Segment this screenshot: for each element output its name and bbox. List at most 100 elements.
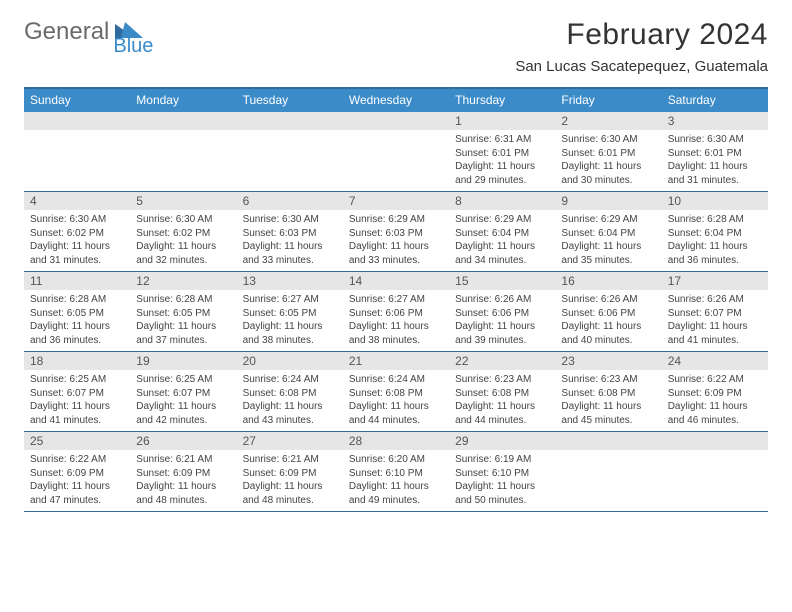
sunrise-line: Sunrise: 6:22 AM — [30, 453, 124, 467]
sunrise-line: Sunrise: 6:26 AM — [455, 293, 549, 307]
dow-cell: Sunday — [24, 89, 130, 112]
daylight-line: Daylight: 11 hours and 30 minutes. — [561, 160, 655, 187]
day-number: 22 — [449, 352, 555, 370]
daylight-line: Daylight: 11 hours and 33 minutes. — [349, 240, 443, 267]
day-body: Sunrise: 6:28 AMSunset: 6:05 PMDaylight:… — [130, 290, 236, 351]
day-cell: 27 Sunrise: 6:21 AMSunset: 6:09 PMDayligh… — [237, 432, 343, 511]
sunset-line: Sunset: 6:02 PM — [30, 227, 124, 241]
day-number: 5 — [130, 192, 236, 210]
daylight-line: Daylight: 11 hours and 38 minutes. — [243, 320, 337, 347]
sunrise-line: Sunrise: 6:30 AM — [30, 213, 124, 227]
day-number: 27 — [237, 432, 343, 450]
sunrise-line: Sunrise: 6:31 AM — [455, 133, 549, 147]
sunrise-line: Sunrise: 6:28 AM — [30, 293, 124, 307]
day-cell — [24, 112, 130, 191]
sunset-line: Sunset: 6:05 PM — [30, 307, 124, 321]
day-number: 29 — [449, 432, 555, 450]
sunrise-line: Sunrise: 6:27 AM — [349, 293, 443, 307]
day-cell: 25Sunrise: 6:22 AMSunset: 6:09 PMDayligh… — [24, 432, 130, 511]
sunrise-line: Sunrise: 6:20 AM — [349, 453, 443, 467]
sunset-line: Sunset: 6:09 PM — [243, 467, 337, 481]
sunrise-line: Sunrise: 6:27 AM — [243, 293, 337, 307]
sunrise-line: Sunrise: 6:19 AM — [455, 453, 549, 467]
sunrise-line: Sunrise: 6:25 AM — [136, 373, 230, 387]
day-cell: 21Sunrise: 6:24 AMSunset: 6:08 PMDayligh… — [343, 352, 449, 431]
sunrise-line: Sunrise: 6:28 AM — [136, 293, 230, 307]
sunrise-line: Sunrise: 6:26 AM — [561, 293, 655, 307]
day-cell: 11Sunrise: 6:28 AMSunset: 6:05 PMDayligh… — [24, 272, 130, 351]
daylight-line: Daylight: 11 hours and 38 minutes. — [349, 320, 443, 347]
day-body: Sunrise: 6:29 AMSunset: 6:03 PMDaylight:… — [343, 210, 449, 271]
daylight-line: Daylight: 11 hours and 36 minutes. — [30, 320, 124, 347]
daylight-line: Daylight: 11 hours and 48 minutes. — [136, 480, 230, 507]
sunset-line: Sunset: 6:10 PM — [455, 467, 549, 481]
sunset-line: Sunset: 6:07 PM — [136, 387, 230, 401]
day-body: Sunrise: 6:29 AMSunset: 6:04 PMDaylight:… — [449, 210, 555, 271]
daylight-line: Daylight: 11 hours and 41 minutes. — [30, 400, 124, 427]
daylight-line: Daylight: 11 hours and 48 minutes. — [243, 480, 337, 507]
daylight-line: Daylight: 11 hours and 47 minutes. — [30, 480, 124, 507]
day-body: Sunrise: 6:24 AMSunset: 6:08 PMDaylight:… — [343, 370, 449, 431]
day-number — [555, 432, 661, 450]
sunset-line: Sunset: 6:06 PM — [349, 307, 443, 321]
daylight-line: Daylight: 11 hours and 42 minutes. — [136, 400, 230, 427]
day-number: 3 — [662, 112, 768, 130]
day-body: Sunrise: 6:28 AMSunset: 6:05 PMDaylight:… — [24, 290, 130, 351]
daylight-line: Daylight: 11 hours and 43 minutes. — [243, 400, 337, 427]
daylight-line: Daylight: 11 hours and 44 minutes. — [349, 400, 443, 427]
sunset-line: Sunset: 6:04 PM — [455, 227, 549, 241]
daylight-line: Daylight: 11 hours and 29 minutes. — [455, 160, 549, 187]
brand-part1: General — [24, 18, 109, 46]
week-row: 25Sunrise: 6:22 AMSunset: 6:09 PMDayligh… — [24, 432, 768, 512]
week-row: 1Sunrise: 6:31 AMSunset: 6:01 PMDaylight… — [24, 112, 768, 192]
day-cell: 28Sunrise: 6:20 AMSunset: 6:10 PMDayligh… — [343, 432, 449, 511]
day-cell: 20Sunrise: 6:24 AMSunset: 6:08 PMDayligh… — [237, 352, 343, 431]
sunrise-line: Sunrise: 6:26 AM — [668, 293, 762, 307]
sunrise-line: Sunrise: 6:25 AM — [30, 373, 124, 387]
sunset-line: Sunset: 6:08 PM — [349, 387, 443, 401]
sunrise-line: Sunrise: 6:23 AM — [455, 373, 549, 387]
day-number: 8 — [449, 192, 555, 210]
day-number: 12 — [130, 272, 236, 290]
daylight-line: Daylight: 11 hours and 44 minutes. — [455, 400, 549, 427]
day-body: Sunrise: 6:29 AMSunset: 6:04 PMDaylight:… — [555, 210, 661, 271]
sunset-line: Sunset: 6:04 PM — [561, 227, 655, 241]
day-cell: 17Sunrise: 6:26 AMSunset: 6:07 PMDayligh… — [662, 272, 768, 351]
day-number: 19 — [130, 352, 236, 370]
day-cell: 14Sunrise: 6:27 AMSunset: 6:06 PMDayligh… — [343, 272, 449, 351]
day-cell: 7Sunrise: 6:29 AMSunset: 6:03 PMDaylight… — [343, 192, 449, 271]
day-cell: 24Sunrise: 6:22 AMSunset: 6:09 PMDayligh… — [662, 352, 768, 431]
day-body: Sunrise: 6:31 AMSunset: 6:01 PMDaylight:… — [449, 130, 555, 191]
day-body: Sunrise: 6:30 AMSunset: 6:03 PMDaylight:… — [237, 210, 343, 271]
day-body: Sunrise: 6:22 AMSunset: 6:09 PMDaylight:… — [662, 370, 768, 431]
day-body: Sunrise: 6:24 AMSunset: 6:08 PMDaylight:… — [237, 370, 343, 431]
daylight-line: Daylight: 11 hours and 35 minutes. — [561, 240, 655, 267]
sunrise-line: Sunrise: 6:21 AM — [136, 453, 230, 467]
day-cell: 9Sunrise: 6:29 AMSunset: 6:04 PMDaylight… — [555, 192, 661, 271]
daylight-line: Daylight: 11 hours and 39 minutes. — [455, 320, 549, 347]
day-body: Sunrise: 6:25 AMSunset: 6:07 PMDaylight:… — [24, 370, 130, 431]
day-body: Sunrise: 6:27 AMSunset: 6:06 PMDaylight:… — [343, 290, 449, 351]
sunset-line: Sunset: 6:08 PM — [455, 387, 549, 401]
sunset-line: Sunset: 6:03 PM — [349, 227, 443, 241]
day-cell: 16Sunrise: 6:26 AMSunset: 6:06 PMDayligh… — [555, 272, 661, 351]
sunrise-line: Sunrise: 6:22 AM — [668, 373, 762, 387]
day-cell — [662, 432, 768, 511]
day-cell: 1Sunrise: 6:31 AMSunset: 6:01 PMDaylight… — [449, 112, 555, 191]
daylight-line: Daylight: 11 hours and 45 minutes. — [561, 400, 655, 427]
day-body: Sunrise: 6:30 AMSunset: 6:02 PMDaylight:… — [24, 210, 130, 271]
sunset-line: Sunset: 6:05 PM — [136, 307, 230, 321]
calendar-weeks: 1Sunrise: 6:31 AMSunset: 6:01 PMDaylight… — [24, 112, 768, 512]
day-cell: 26Sunrise: 6:21 AMSunset: 6:09 PMDayligh… — [130, 432, 236, 511]
sunset-line: Sunset: 6:01 PM — [668, 147, 762, 161]
sunrise-line: Sunrise: 6:21 AM — [243, 453, 337, 467]
day-cell — [130, 112, 236, 191]
day-number — [343, 112, 449, 130]
day-body: Sunrise: 6:20 AMSunset: 6:10 PMDaylight:… — [343, 450, 449, 511]
day-cell — [555, 432, 661, 511]
sunset-line: Sunset: 6:02 PM — [136, 227, 230, 241]
day-cell: 5Sunrise: 6:30 AMSunset: 6:02 PMDaylight… — [130, 192, 236, 271]
sunrise-line: Sunrise: 6:29 AM — [561, 213, 655, 227]
week-row: 11Sunrise: 6:28 AMSunset: 6:05 PMDayligh… — [24, 272, 768, 352]
day-body: Sunrise: 6:21 AMSunset: 6:09 PMDaylight:… — [130, 450, 236, 511]
